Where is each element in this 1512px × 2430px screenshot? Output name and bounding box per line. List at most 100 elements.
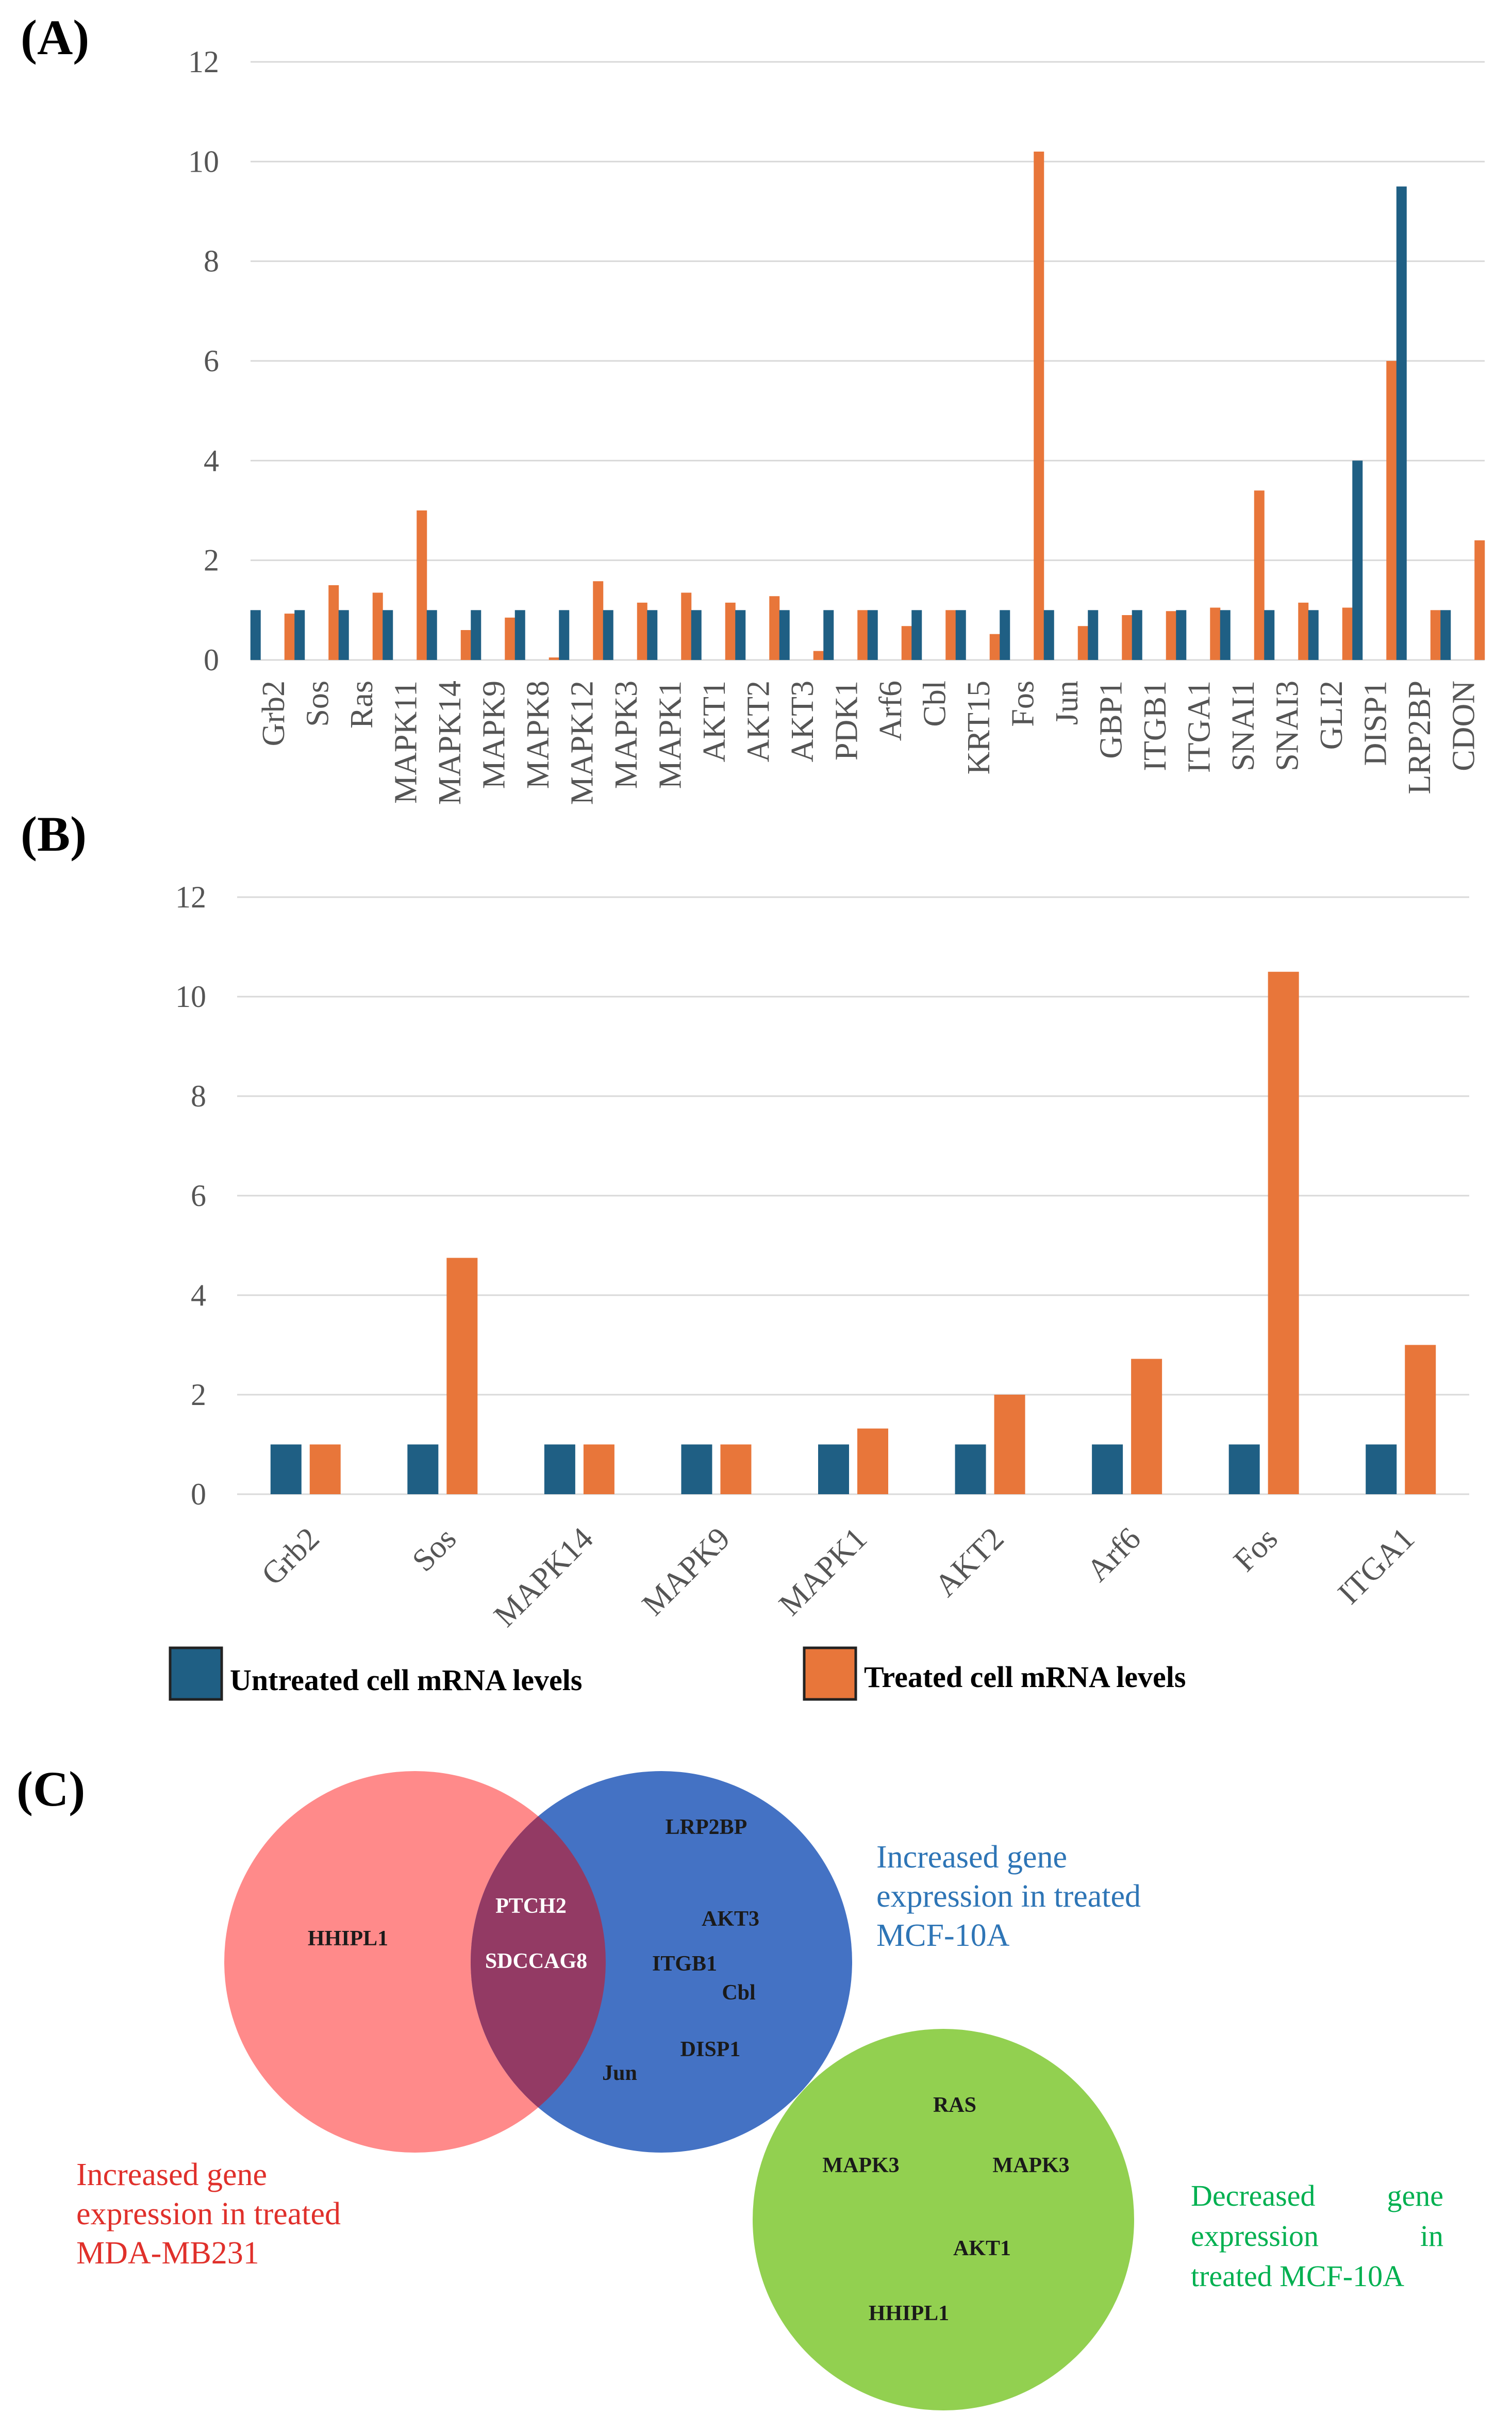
x-category-label: PDK1	[829, 681, 864, 761]
bar-untreated-snai1	[1220, 610, 1231, 660]
chart-a-grid	[251, 61, 1485, 661]
bar-treated-disp1	[1386, 361, 1397, 660]
bar-untreated-mapk11	[383, 610, 393, 660]
y-tick-label: 10	[175, 980, 206, 1014]
y-tick-label: 0	[204, 643, 219, 677]
venn-blue-gene: DISP1	[680, 2038, 741, 2061]
x-category-label: Arf6	[1080, 1521, 1148, 1589]
venn-green-caption: gene	[1387, 2179, 1444, 2212]
bar-untreated-pdk1	[823, 610, 834, 660]
x-category-label: Ras	[344, 681, 379, 729]
chart-a-bars	[250, 152, 1485, 660]
venn-overlap-gene: SDCCAG8	[485, 1949, 587, 1973]
bar-treated-mapk14	[460, 630, 471, 660]
x-category-label: MAPK14	[487, 1521, 600, 1634]
y-tick-label: 4	[191, 1278, 206, 1312]
bar-untreated-mapk9	[681, 1444, 712, 1494]
bar-treated-gli2	[1342, 607, 1353, 660]
x-category-label: Fos	[1227, 1521, 1284, 1578]
bar-untreated-mapk3	[603, 610, 613, 660]
bar-untreated-arf6	[867, 610, 878, 660]
y-tick-label: 8	[204, 244, 219, 278]
bar-treated-mapk14	[583, 1444, 614, 1494]
bar-untreated-grb2	[270, 1444, 302, 1494]
chart-b-bars	[270, 971, 1436, 1494]
bar-treated-grb2	[284, 614, 295, 660]
chart-b-grid	[237, 896, 1469, 1495]
x-category-label: AKT2	[741, 681, 776, 762]
bar-treated-itgb1	[1166, 611, 1176, 660]
y-tick-label: 6	[204, 344, 219, 378]
venn-red-caption: Increased gene	[76, 2157, 267, 2192]
bar-untreated-krt15	[955, 610, 966, 660]
venn-blue-caption: Increased gene	[876, 1840, 1067, 1875]
x-category-label: MAPK1	[772, 1521, 874, 1623]
x-category-label: Sos	[300, 681, 335, 727]
x-category-label: MAPK9	[476, 681, 511, 789]
x-category-label: LRP2BP	[1402, 681, 1437, 795]
x-category-label: MAPK1	[653, 681, 688, 789]
bar-untreated-arf6	[1092, 1444, 1123, 1494]
x-category-label: Fos	[1005, 681, 1040, 727]
bar-untreated-akt2	[955, 1444, 986, 1494]
x-category-label: Jun	[1050, 681, 1085, 725]
venn-green-caption: treated MCF-10A	[1191, 2259, 1404, 2293]
bar-treated-grb2	[309, 1444, 341, 1494]
venn-blue-gene: Cbl	[722, 1981, 755, 2005]
bar-treated-mapk9	[505, 617, 516, 660]
venn-green-gene: RAS	[933, 2093, 976, 2117]
bar-untreated-gli2	[1308, 610, 1319, 660]
x-category-label: ITGA1	[1331, 1521, 1421, 1611]
bar-treated-snai1	[1254, 490, 1265, 660]
bar-treated-krt15	[989, 634, 1000, 660]
x-category-label: DISP1	[1358, 681, 1393, 766]
bar-treated-snai3	[1298, 602, 1309, 660]
bar-untreated-itga1	[1366, 1444, 1397, 1494]
x-category-label: GLI2	[1314, 681, 1349, 750]
bar-untreated-sos	[407, 1444, 439, 1494]
x-category-label: GBP1	[1093, 681, 1128, 759]
bar-untreated-gbp1	[1088, 610, 1099, 660]
y-tick-label: 4	[204, 443, 219, 477]
legend-label-treated: Treated cell mRNA levels	[864, 1660, 1186, 1694]
venn-blue-gene: Jun	[602, 2061, 637, 2085]
bar-treated-lrp2bp	[1430, 610, 1441, 660]
legend-swatch-untreated	[169, 1646, 223, 1701]
bar-treated-mapk12	[593, 581, 604, 660]
bar-untreated-akt1	[691, 610, 702, 660]
x-category-label: MAPK11	[388, 681, 423, 804]
bar-untreated-fos	[1228, 1444, 1260, 1494]
x-category-label: MAPK14	[433, 681, 468, 805]
bar-untreated-grb2	[250, 610, 261, 660]
y-tick-label: 6	[191, 1179, 206, 1213]
chart-b-y-ticks: 0 2 4 6 8 10 12	[175, 880, 206, 1511]
x-category-label: Sos	[406, 1521, 463, 1578]
bar-treated-ras	[372, 592, 383, 660]
y-tick-label: 12	[188, 45, 219, 79]
venn-green-circle	[753, 2029, 1134, 2410]
bar-untreated-akt3	[779, 610, 790, 660]
bar-treated-fos	[1268, 971, 1299, 1494]
bar-untreated-mapk14	[544, 1444, 575, 1494]
venn-blue-gene: AKT3	[702, 1907, 759, 1931]
legend-label-untreated: Untreated cell mRNA levels	[230, 1663, 582, 1697]
panel-label-a: (A)	[21, 10, 89, 65]
bar-untreated-mapk12	[559, 610, 570, 660]
panel-label-c: (C)	[16, 1761, 85, 1816]
bar-treated-mapk11	[417, 510, 427, 660]
venn-red-caption: expression in treated	[76, 2196, 341, 2231]
venn-green-caption: Decreased	[1191, 2179, 1316, 2212]
bar-treated-cbl	[945, 610, 956, 660]
x-category-label: Grb2	[255, 1521, 326, 1592]
y-tick-label: 2	[191, 1378, 206, 1412]
bar-untreated-itga1	[1176, 610, 1187, 660]
y-tick-label: 10	[188, 144, 219, 178]
x-category-label: SNAI3	[1270, 681, 1305, 771]
bar-untreated-jun	[1043, 610, 1054, 660]
venn-panel-c: (C) HHIPL1 PTCH2 SDCCAG8 LRP2BP AKT3 ITG…	[16, 1761, 1443, 2410]
bar-treated-cdon	[1474, 540, 1485, 660]
bar-untreated-snai3	[1264, 610, 1275, 660]
bar-treated-akt2	[994, 1395, 1025, 1494]
